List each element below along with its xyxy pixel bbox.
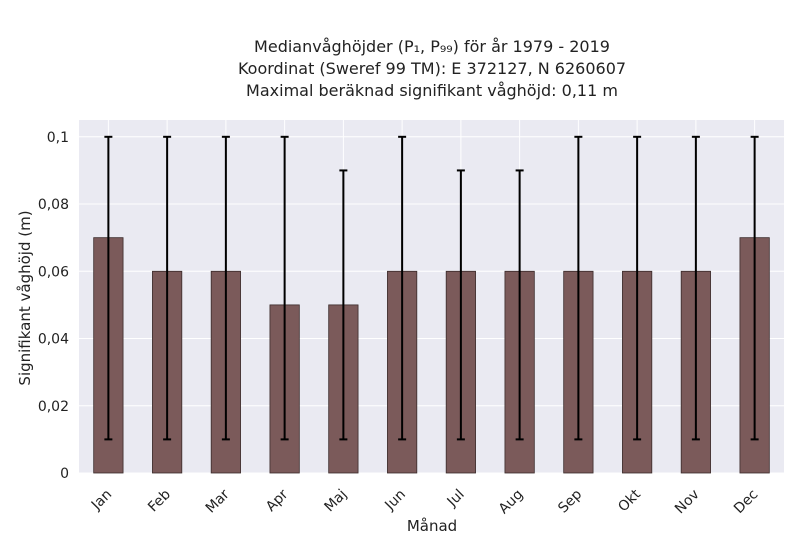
x-tick-label: Apr xyxy=(263,486,292,515)
x-tick-label: Maj xyxy=(322,487,351,516)
error-bar-sep xyxy=(574,135,583,441)
chart-title: Medianvåghöjder (P₁, P₉₉) för år 1979 - … xyxy=(238,37,626,100)
error-bar-jul xyxy=(456,169,465,441)
error-bar-maj xyxy=(339,169,348,441)
error-bar-nov xyxy=(691,135,700,441)
error-bar-feb xyxy=(163,135,172,441)
x-tick-label: Nov xyxy=(672,487,703,518)
error-bar-okt xyxy=(633,135,642,441)
title-line-2: Koordinat (Sweref 99 TM): E 372127, N 62… xyxy=(238,59,626,78)
title-line-3: Maximal beräknad signifikant våghöjd: 0,… xyxy=(246,81,618,100)
plot-area xyxy=(79,120,784,473)
error-bar-dec xyxy=(750,135,759,441)
x-tick-label: Dec xyxy=(731,487,761,517)
x-tick-label: Jul xyxy=(444,487,468,511)
error-bar-aug xyxy=(515,169,524,441)
x-tick-label: Mar xyxy=(203,486,233,516)
y-tick-label: 0,08 xyxy=(38,197,69,213)
y-axis-label: Signifikant våghöjd (m) xyxy=(16,210,34,385)
x-axis-label: Månad xyxy=(407,517,457,535)
y-tick-label: 0,02 xyxy=(38,399,69,415)
x-tick-label: Aug xyxy=(496,487,527,518)
error-bars xyxy=(104,135,759,441)
x-tick-label: Okt xyxy=(615,486,644,515)
x-tick-label: Sep xyxy=(555,486,585,516)
y-tick-label: 0,06 xyxy=(38,264,69,280)
x-tick-label: Feb xyxy=(145,486,174,515)
error-bar-apr xyxy=(280,135,289,441)
y-axis-ticks: 0 0,02 0,04 0,06 0,08 0,1 xyxy=(38,130,69,482)
y-tick-label: 0,1 xyxy=(47,130,69,146)
title-line-1: Medianvåghöjder (P₁, P₉₉) för år 1979 - … xyxy=(254,37,610,56)
x-tick-label: Jun xyxy=(381,487,408,514)
y-tick-label: 0,04 xyxy=(38,332,69,348)
error-bar-jun xyxy=(398,135,407,441)
error-bar-jan xyxy=(104,135,113,441)
y-tick-label: 0 xyxy=(60,466,69,482)
error-bar-mar xyxy=(221,135,230,441)
x-tick-label: Jan xyxy=(88,487,115,514)
x-axis-ticks: Jan Feb Mar Apr Maj Jun Jul Aug Sep Okt Nov Dec xyxy=(88,486,762,517)
